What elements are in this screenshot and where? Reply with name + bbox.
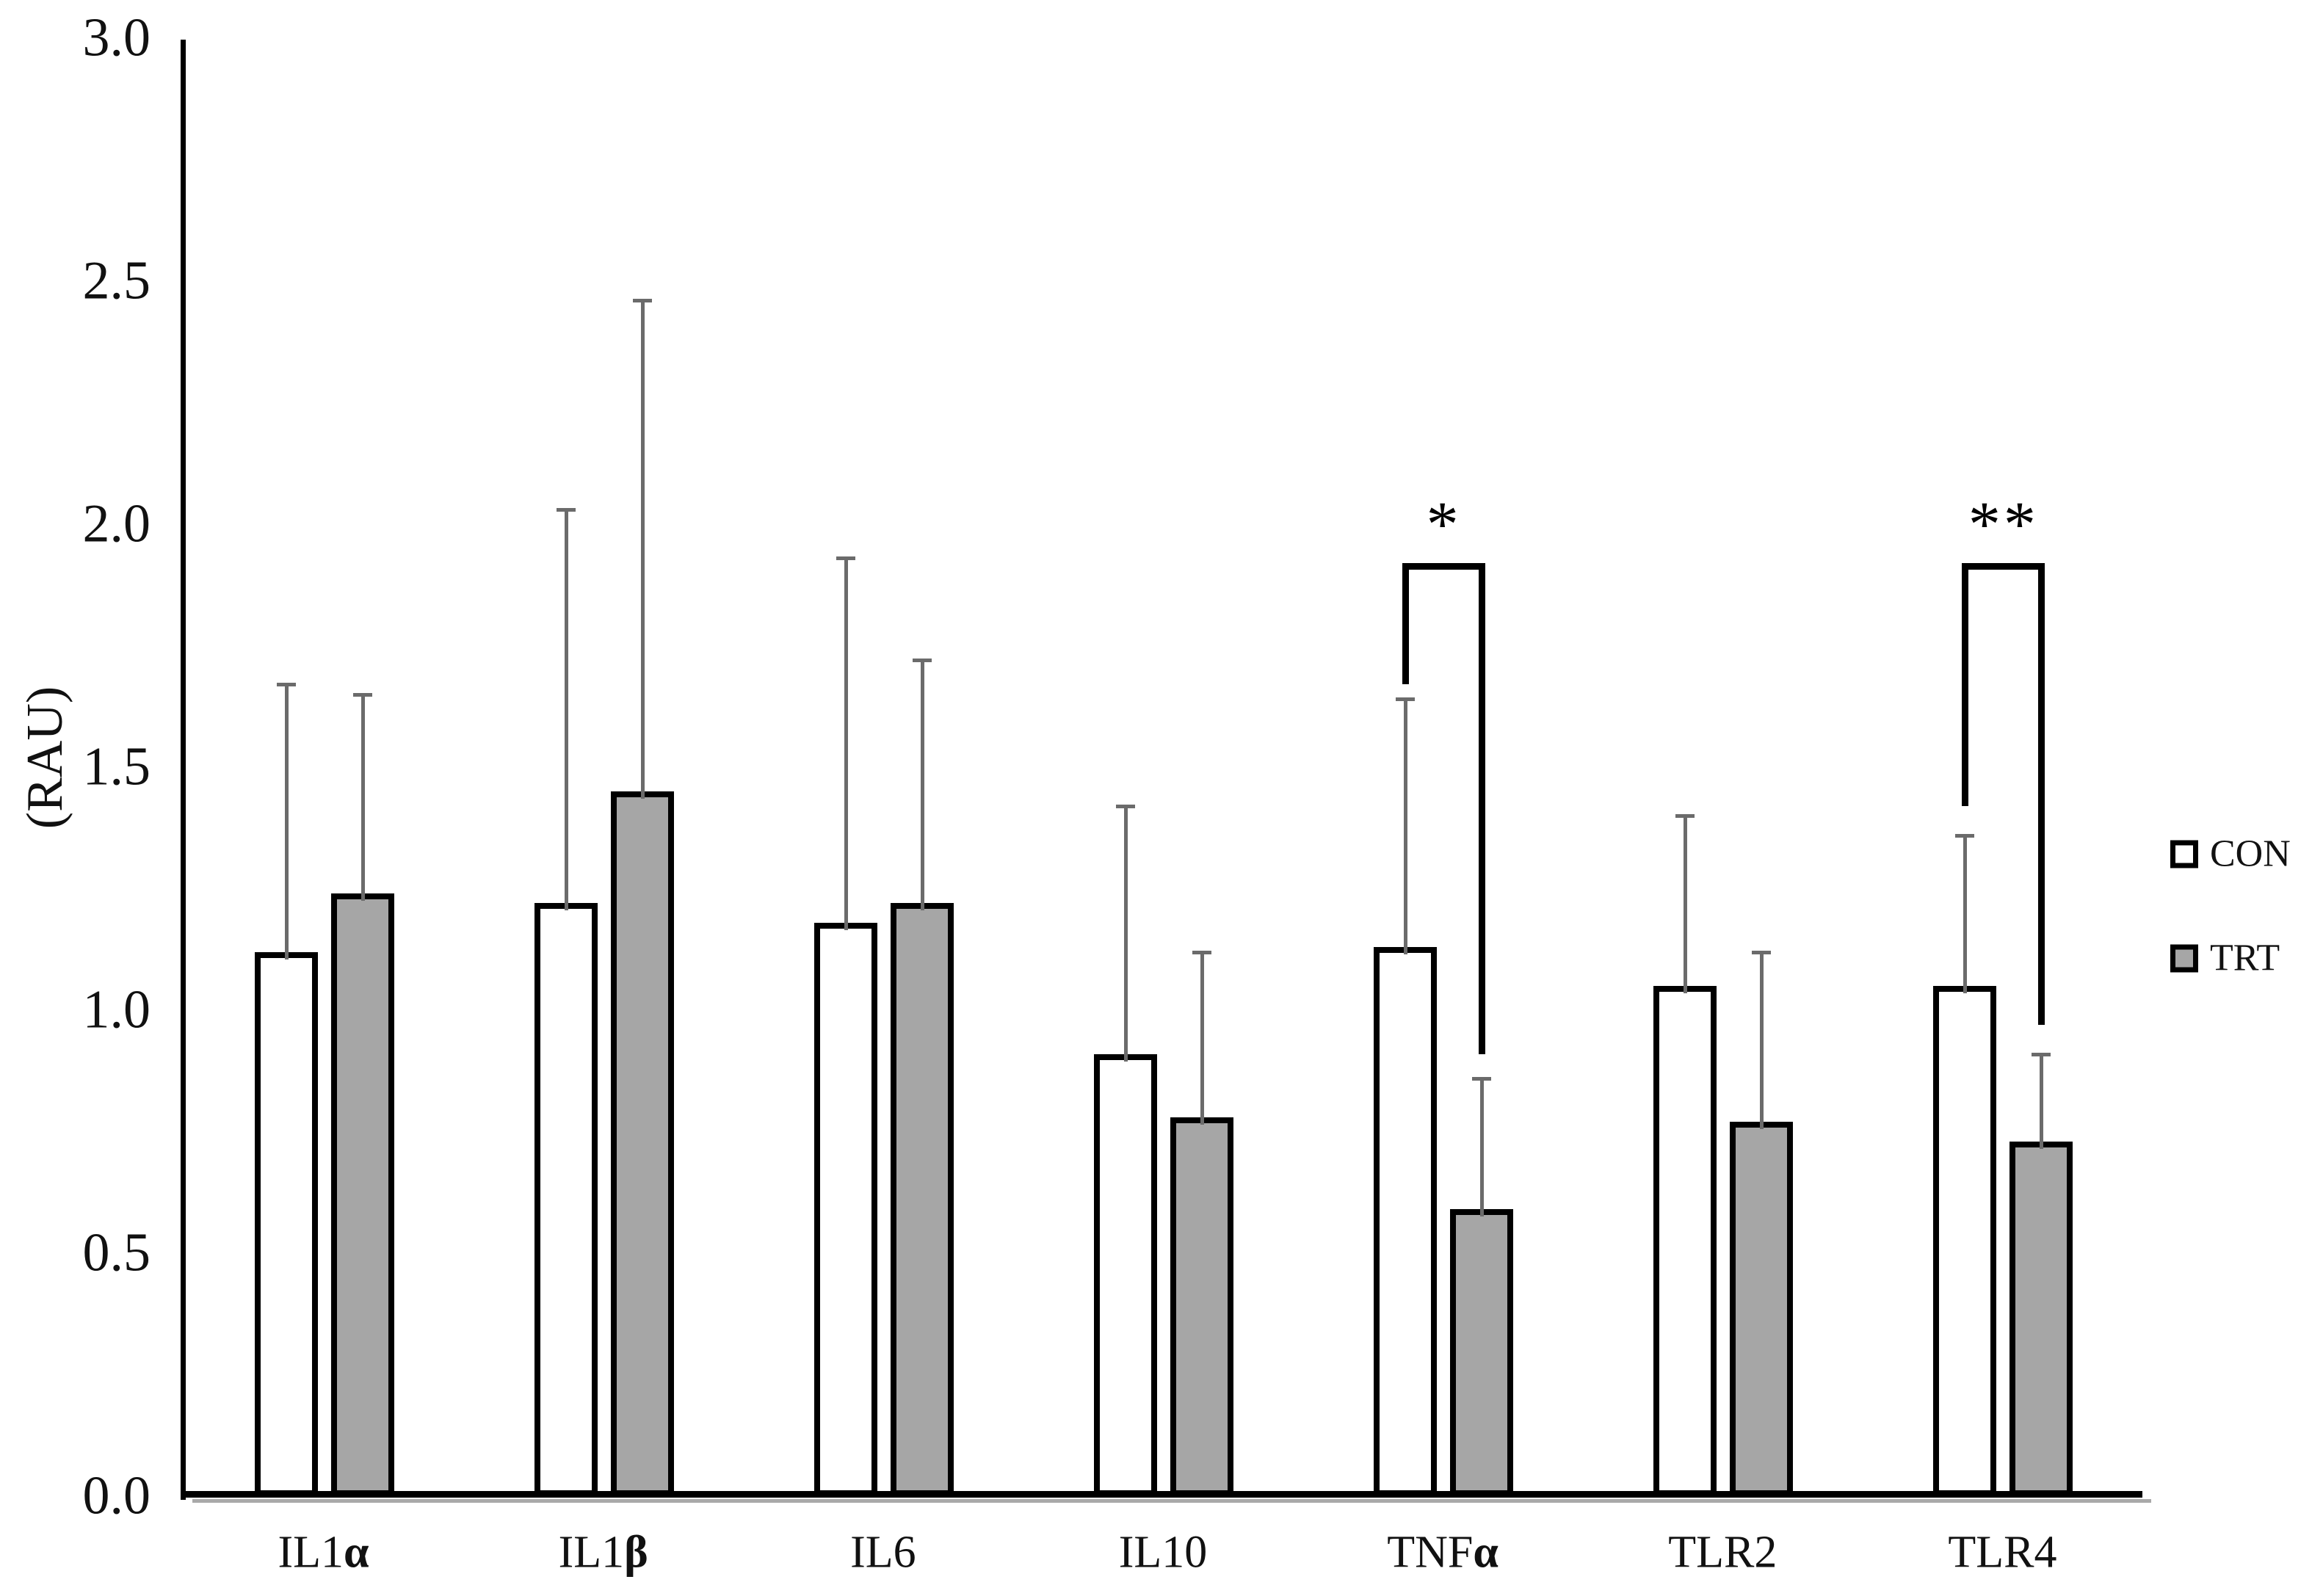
x-axis-line [181, 1491, 2142, 1498]
significance-bracket-right-arm-TNFα [1479, 562, 1486, 1054]
error-bar-cap-con-3 [836, 556, 855, 561]
error-bar-con-4 [1124, 805, 1128, 1062]
x-category-label-2: IL1β [558, 1527, 648, 1578]
x-category-label-6: TLR2 [1668, 1527, 1777, 1578]
error-bar-cap-trt-1 [352, 692, 372, 697]
significance-asterisk-TLR4: ** [1968, 489, 2039, 561]
significance-bracket-right-arm-TLR4 [2038, 562, 2045, 1025]
error-bar-con-6 [1684, 816, 1688, 993]
error-bar-cap-con-4 [1116, 804, 1135, 808]
error-bar-cap-trt-5 [1472, 1076, 1492, 1081]
x-axis-shadow [192, 1499, 2151, 1503]
error-bar-trt-1 [360, 694, 365, 902]
error-bar-con-3 [844, 558, 848, 930]
significance-bracket-top-TNFα [1402, 562, 1486, 570]
error-bar-cap-con-7 [1955, 833, 1975, 838]
error-bar-cap-trt-7 [2032, 1052, 2051, 1056]
bar-con-7 [1933, 985, 1997, 1496]
error-bar-cap-trt-4 [1192, 950, 1211, 954]
y-tick-label: 2.5 [82, 250, 151, 311]
significance-bracket-top-TLR4 [1962, 562, 2045, 570]
y-tick-label: 3.0 [82, 7, 151, 68]
legend-swatch-con [2170, 840, 2198, 868]
error-bar-con-2 [564, 509, 568, 911]
error-bar-cap-con-5 [1396, 697, 1416, 702]
error-bar-trt-7 [2040, 1053, 2044, 1149]
y-tick-label: 2.0 [82, 493, 151, 554]
legend-label-con: CON [2210, 833, 2291, 875]
significance-asterisk-TNFα: * [1426, 489, 1462, 561]
error-bar-cap-con-1 [276, 683, 296, 687]
error-bar-cap-con-2 [556, 508, 576, 512]
significance-bracket-left-arm-TNFα [1402, 562, 1410, 685]
error-bar-con-1 [284, 684, 289, 960]
bar-con-4 [1094, 1053, 1157, 1496]
bar-trt-2 [610, 791, 674, 1496]
bar-con-6 [1653, 985, 1717, 1496]
y-tick-label: 0.5 [82, 1222, 151, 1283]
error-bar-trt-6 [1760, 951, 1764, 1130]
x-category-label-4: IL10 [1118, 1527, 1208, 1578]
legend-swatch-trt [2170, 944, 2198, 972]
bar-trt-3 [890, 903, 954, 1496]
error-bar-trt-3 [920, 660, 924, 911]
y-tick-label: 1.5 [82, 736, 151, 797]
error-bar-cap-con-6 [1675, 814, 1695, 819]
x-category-label-5: TNFα [1387, 1527, 1499, 1578]
bar-con-3 [813, 922, 877, 1496]
bar-trt-1 [330, 893, 394, 1496]
bar-trt-4 [1170, 1117, 1233, 1496]
bar-trt-6 [1730, 1122, 1794, 1496]
error-bar-cap-trt-2 [632, 299, 652, 303]
significance-bracket-left-arm-TLR4 [1962, 562, 1969, 806]
bar-con-5 [1374, 946, 1438, 1496]
error-bar-trt-2 [640, 300, 645, 799]
y-tick-label: 1.0 [82, 979, 151, 1040]
legend-item-con: CON [2170, 833, 2291, 876]
bar-trt-5 [1450, 1209, 1514, 1496]
x-category-label-3: IL6 [850, 1527, 916, 1578]
error-bar-cap-trt-3 [912, 659, 932, 663]
error-bar-cap-trt-6 [1752, 950, 1772, 954]
y-tick-label: 0.0 [82, 1465, 151, 1526]
bar-con-2 [534, 903, 598, 1496]
x-category-label-1: IL1α [278, 1527, 369, 1578]
bar-trt-7 [2009, 1141, 2073, 1496]
error-bar-con-7 [1963, 835, 1968, 993]
bar-con-1 [254, 951, 318, 1496]
error-bar-trt-5 [1480, 1078, 1485, 1217]
y-axis-line [181, 40, 186, 1500]
legend-item-trt: TRT [2170, 937, 2280, 980]
error-bar-con-5 [1404, 699, 1408, 954]
x-category-label-7: TLR4 [1948, 1527, 2057, 1578]
legend-label-trt: TRT [2210, 937, 2280, 979]
error-bar-trt-4 [1200, 951, 1204, 1125]
